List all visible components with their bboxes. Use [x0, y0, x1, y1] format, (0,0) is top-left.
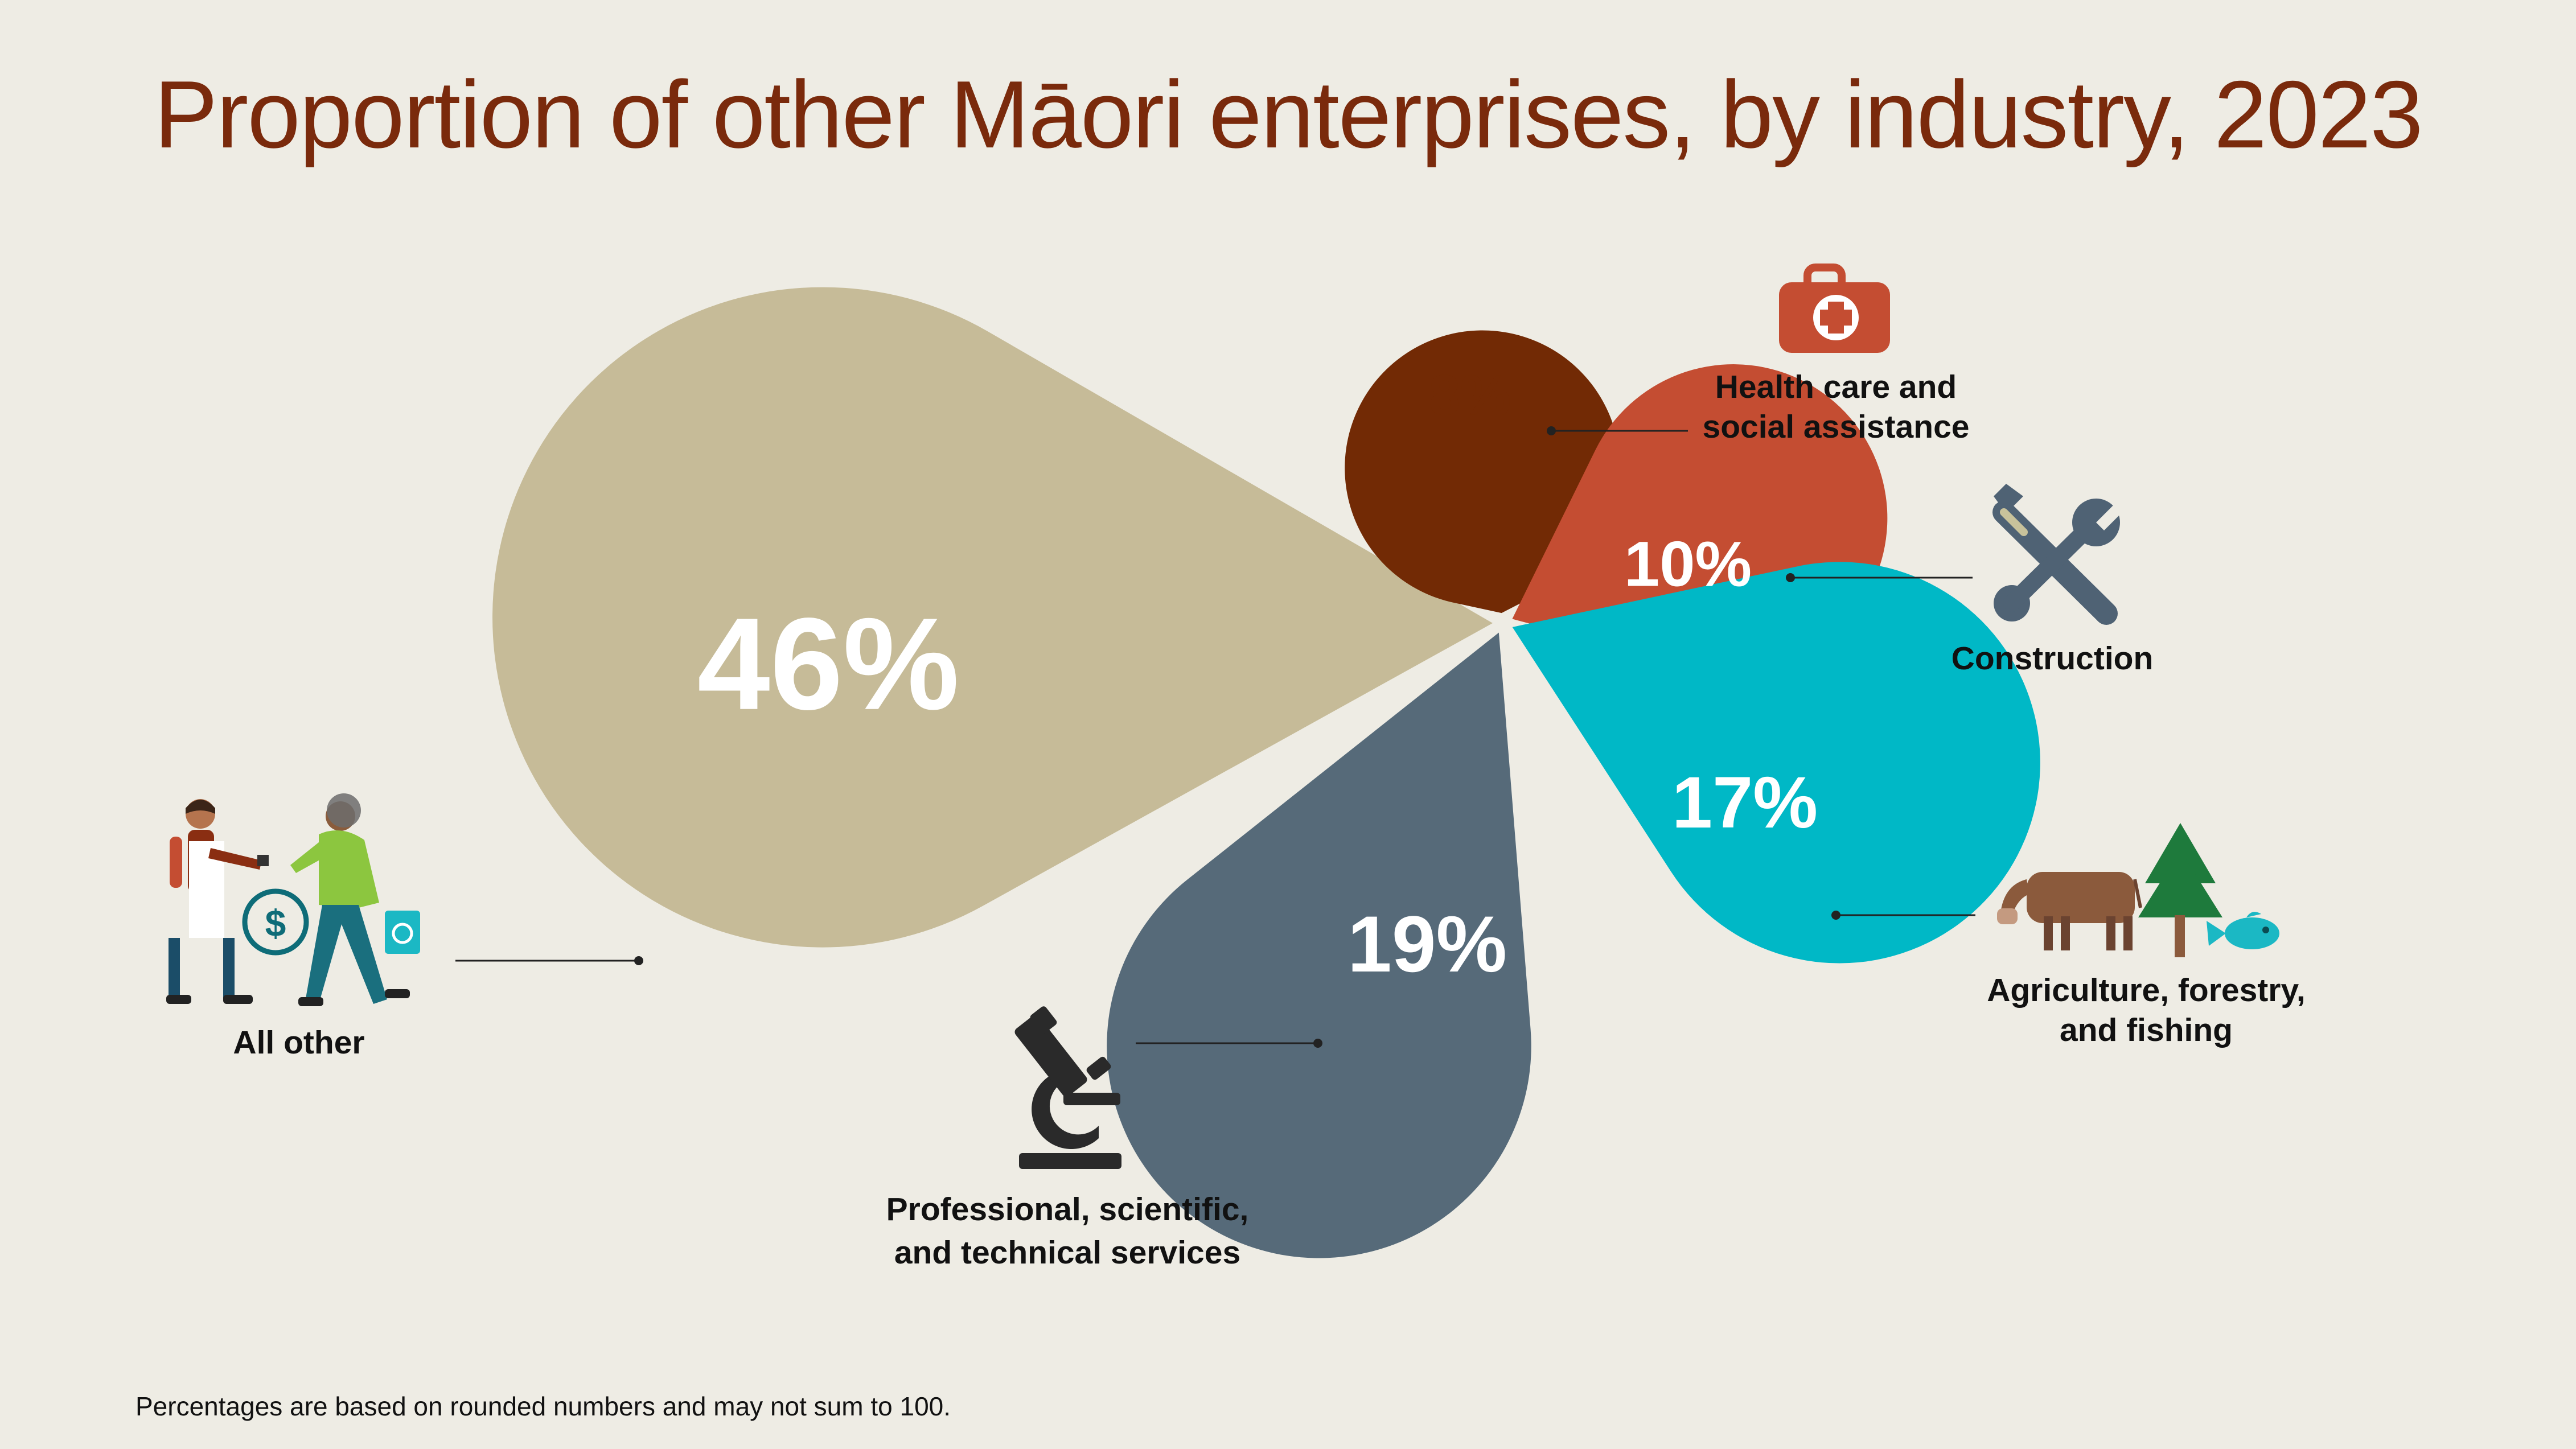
pct-label-1: 8%	[1429, 363, 1511, 427]
shopping-exchange-icon: $	[166, 793, 420, 1006]
label-agriculture: Agriculture, forestry, and fishing	[1987, 972, 2306, 1048]
svg-text:$: $	[265, 902, 286, 944]
leader-dot-2	[1786, 573, 1795, 582]
label-construction: Construction	[1951, 640, 2154, 677]
leader-dot-0	[634, 956, 643, 965]
pct-label-0: 46%	[697, 591, 959, 737]
first-aid-kit-icon	[1779, 264, 1890, 353]
leader-dot-1	[1547, 426, 1556, 435]
wrench-screwdriver-icon	[1992, 484, 2127, 625]
label-health-care: Health care and social assistance	[1702, 369, 1970, 445]
label-all-other: All other	[233, 1024, 365, 1061]
petal-3	[1512, 562, 2040, 964]
pct-label-4: 19%	[1347, 899, 1507, 989]
leader-dot-4	[1313, 1039, 1322, 1048]
pct-label-3: 17%	[1672, 762, 1818, 843]
cow-tree-fish-icon	[1997, 823, 2279, 957]
petal-0	[492, 287, 1493, 948]
pct-label-2: 10%	[1624, 529, 1752, 600]
footnote: Percentages are based on rounded numbers…	[135, 1392, 951, 1421]
microscope-icon	[1014, 1006, 1121, 1169]
leader-dot-3	[1831, 911, 1840, 920]
label-professional: Professional, scientific, and technical …	[886, 1191, 1249, 1271]
petal-4	[1107, 632, 1531, 1258]
chart-title: Proportion of other Māori enterprises, b…	[154, 61, 2423, 168]
